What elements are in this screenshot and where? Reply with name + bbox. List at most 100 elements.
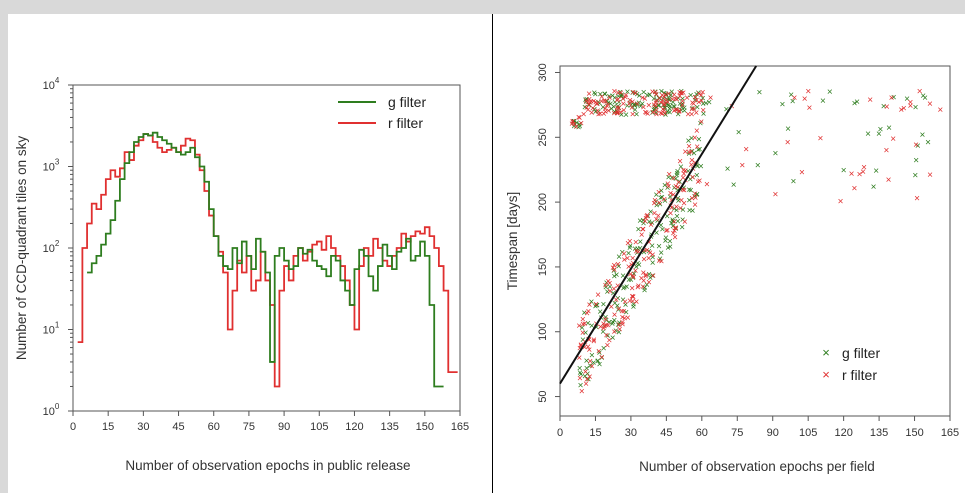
point-r-filter: × — [648, 220, 654, 231]
point-g-filter: × — [658, 87, 664, 98]
point-r-filter: × — [603, 321, 609, 332]
point-r-filter: × — [672, 226, 678, 237]
point-r-filter: × — [677, 156, 683, 167]
x-tick-label: 150 — [416, 421, 434, 433]
point-g-filter: × — [634, 90, 640, 101]
point-g-filter: × — [589, 321, 595, 332]
point-r-filter: × — [677, 92, 683, 103]
point-g-filter: × — [698, 119, 704, 130]
point-g-filter: × — [608, 99, 614, 110]
point-r-filter: × — [623, 90, 629, 101]
point-r-filter: × — [587, 372, 593, 383]
point-g-filter: × — [627, 243, 633, 254]
point-r-filter: × — [606, 106, 612, 117]
point-r-filter: × — [620, 94, 626, 105]
point-r-filter: × — [792, 93, 798, 104]
point-g-filter: × — [667, 242, 673, 253]
point-r-filter: × — [580, 320, 586, 331]
point-r-filter: × — [627, 269, 633, 280]
point-g-filter: × — [915, 141, 921, 152]
point-g-filter: × — [695, 88, 701, 99]
point-g-filter: × — [736, 127, 742, 138]
point-g-filter: × — [577, 363, 583, 374]
point-g-filter: × — [610, 91, 616, 102]
point-g-filter: × — [632, 100, 638, 111]
point-g-filter: × — [634, 248, 640, 259]
point-g-filter: × — [690, 104, 696, 115]
point-g-filter: × — [670, 216, 676, 227]
point-g-filter: × — [609, 319, 615, 330]
point-g-filter: × — [675, 167, 681, 178]
point-g-filter: × — [653, 108, 659, 119]
point-g-filter: × — [650, 252, 656, 263]
point-r-filter: × — [606, 335, 612, 346]
point-g-filter: × — [670, 215, 676, 226]
point-g-filter: × — [627, 98, 633, 109]
point-r-filter: × — [661, 100, 667, 111]
point-g-filter: × — [698, 162, 704, 173]
point-r-filter: × — [849, 169, 855, 180]
point-g-filter: × — [779, 99, 785, 110]
point-r-filter: × — [625, 313, 631, 324]
point-g-filter: × — [687, 174, 693, 185]
point-g-filter: × — [656, 101, 662, 112]
point-r-filter: × — [624, 254, 630, 265]
point-g-filter: × — [620, 271, 626, 282]
point-r-filter: × — [692, 93, 698, 104]
point-r-filter: × — [597, 109, 603, 120]
point-r-filter: × — [699, 96, 705, 107]
point-g-filter: × — [593, 107, 599, 118]
point-g-filter: × — [585, 375, 591, 386]
point-r-filter: × — [571, 120, 577, 131]
point-g-filter: × — [674, 206, 680, 217]
point-r-filter: × — [627, 296, 633, 307]
point-r-filter: × — [611, 265, 617, 276]
point-g-filter: × — [681, 103, 687, 114]
point-r-filter: × — [580, 328, 586, 339]
point-r-filter: × — [683, 166, 689, 177]
scatter-x-label: Number of observation epochs per field — [639, 459, 875, 474]
point-g-filter: × — [689, 147, 695, 158]
point-g-filter: × — [612, 298, 618, 309]
point-g-filter: × — [615, 91, 621, 102]
point-g-filter: × — [652, 102, 658, 113]
point-g-filter: × — [641, 219, 647, 230]
point-g-filter: × — [913, 102, 919, 113]
point-r-filter: × — [692, 133, 698, 144]
point-g-filter: × — [681, 106, 687, 117]
point-g-filter: × — [674, 171, 680, 182]
point-r-filter: × — [663, 226, 669, 237]
point-g-filter: × — [630, 302, 636, 313]
point-r-filter: × — [664, 95, 670, 106]
point-r-filter: × — [857, 169, 863, 180]
point-r-filter: × — [677, 87, 683, 98]
point-r-filter: × — [570, 117, 576, 128]
point-g-filter: × — [650, 108, 656, 119]
point-r-filter: × — [662, 109, 668, 120]
point-g-filter: × — [791, 177, 797, 188]
point-r-filter: × — [630, 97, 636, 108]
point-r-filter: × — [680, 88, 686, 99]
point-r-filter: × — [681, 199, 687, 210]
point-r-filter: × — [581, 110, 587, 121]
point-r-filter: × — [666, 182, 672, 193]
point-r-filter: × — [621, 255, 627, 266]
point-r-filter: × — [914, 193, 920, 204]
point-g-filter: × — [647, 90, 653, 101]
point-g-filter: × — [644, 91, 650, 102]
point-g-filter: × — [646, 217, 652, 228]
x-tick-label: 120 — [345, 421, 363, 433]
point-g-filter: × — [615, 305, 621, 316]
point-g-filter: × — [641, 88, 647, 99]
point-r-filter: × — [672, 94, 678, 105]
point-r-filter: × — [799, 167, 805, 178]
point-r-filter: × — [613, 295, 619, 306]
point-r-filter: × — [578, 119, 584, 130]
point-g-filter: × — [671, 183, 677, 194]
point-g-filter: × — [675, 93, 681, 104]
point-r-filter: × — [584, 103, 590, 114]
point-g-filter: × — [662, 196, 668, 207]
fit-line — [559, 65, 758, 385]
point-g-filter: × — [591, 104, 597, 115]
point-g-filter: × — [626, 248, 632, 259]
